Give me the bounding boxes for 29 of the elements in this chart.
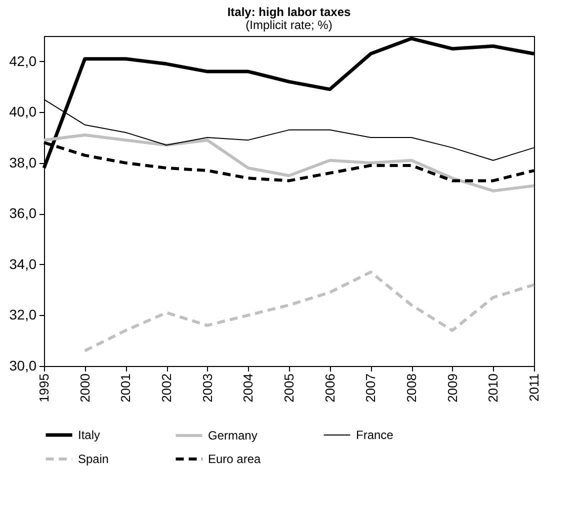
x-tick-label: 2000 xyxy=(77,374,92,402)
y-tick-label: 30,0 xyxy=(9,358,37,374)
line-series xyxy=(42,134,536,192)
x-tick-label: 2008 xyxy=(404,374,419,402)
x-tick-label: 2003 xyxy=(200,374,215,402)
legend-label: Euro area xyxy=(208,452,262,466)
y-tick-label: 42,0 xyxy=(9,52,37,69)
x-tick-label: 2002 xyxy=(159,374,174,402)
line-series xyxy=(83,270,536,352)
chart-subtitle: (Implicit rate; %) xyxy=(246,18,332,32)
x-tick-label: 2007 xyxy=(363,374,378,402)
legend-label: France xyxy=(356,428,394,442)
x-tick-label: 2009 xyxy=(444,374,460,402)
x-tick-label: 2010 xyxy=(486,374,501,402)
y-tick-label: 38,0 xyxy=(9,154,37,170)
y-tick-label: 34,0 xyxy=(9,256,37,272)
y-tick-label: 40,0 xyxy=(9,104,37,120)
y-tick-label: 32,0 xyxy=(9,306,37,323)
chart-title: Italy: high labor taxes xyxy=(227,5,351,19)
x-tick-label: 2006 xyxy=(322,374,338,402)
legend-label: Italy xyxy=(78,428,100,442)
x-tick-label: 2004 xyxy=(240,374,256,402)
x-tick-label: 1995 xyxy=(36,374,52,402)
legend-label: Spain xyxy=(78,452,109,466)
x-tick-label: 2011 xyxy=(526,374,542,402)
y-tick-label: 36,0 xyxy=(9,205,37,222)
x-tick-label: 2005 xyxy=(282,374,296,402)
x-tick-label: 2001 xyxy=(118,374,134,402)
legend-label: Germany xyxy=(208,428,258,442)
